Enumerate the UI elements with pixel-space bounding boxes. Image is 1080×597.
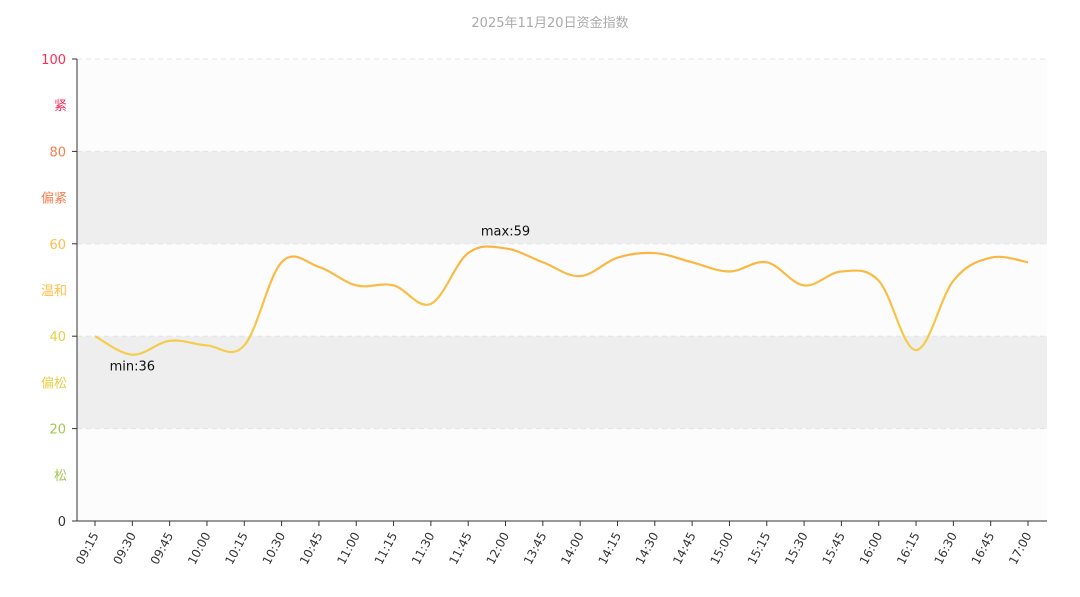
band-label: 松	[54, 469, 67, 484]
x-tick-label: 16:30	[931, 530, 960, 567]
x-tick-label: 15:15	[745, 530, 774, 567]
chart-title: 2025年11月20日资金指数	[471, 15, 628, 31]
x-tick-label: 17:00	[1006, 530, 1035, 567]
x-tick-label: 09:15	[73, 530, 102, 567]
y-tick-label: 80	[49, 145, 66, 160]
band-label: 偏松	[41, 376, 67, 391]
x-tick-label: 14:30	[633, 530, 662, 567]
x-tick-label: 10:45	[297, 530, 326, 567]
x-tick-label: 10:15	[222, 530, 251, 567]
band-2	[77, 244, 1047, 336]
y-tick-label: 0	[58, 515, 66, 530]
y-tick-label: 40	[49, 330, 66, 345]
x-tick-label: 11:00	[334, 530, 363, 567]
max-label: max:59	[481, 224, 530, 239]
y-tick-label: 100	[41, 53, 66, 68]
x-tick-label: 16:15	[894, 530, 923, 567]
band-0	[77, 429, 1047, 521]
x-tick-label: 14:00	[558, 530, 587, 567]
x-tick-label: 16:00	[857, 530, 886, 567]
band-label: 紧	[54, 99, 67, 114]
x-tick-label: 11:15	[372, 530, 401, 567]
band-label: 温和	[41, 284, 67, 299]
y-tick-label: 60	[49, 238, 66, 253]
y-tick-label: 20	[49, 423, 66, 438]
band-3	[77, 151, 1047, 243]
x-tick-label: 16:45	[969, 530, 998, 567]
min-label: min:36	[110, 360, 155, 375]
x-tick-label: 10:30	[260, 530, 289, 567]
x-tick-label: 12:00	[484, 530, 513, 567]
x-tick-label: 14:45	[670, 530, 699, 567]
x-tick-label: 13:45	[521, 530, 550, 567]
x-tick-label: 15:45	[819, 530, 848, 567]
x-tick-label: 09:45	[148, 530, 177, 567]
band-label: 偏紧	[41, 192, 67, 207]
x-tick-label: 11:30	[409, 530, 438, 567]
x-tick-label: 15:30	[782, 530, 811, 567]
x-tick-label: 15:00	[707, 530, 736, 567]
x-tick-label: 14:15	[596, 530, 625, 567]
x-tick-label: 10:00	[185, 530, 214, 567]
band-4	[77, 59, 1047, 151]
x-tick-label: 09:30	[110, 530, 139, 567]
x-tick-label: 11:45	[446, 530, 475, 567]
